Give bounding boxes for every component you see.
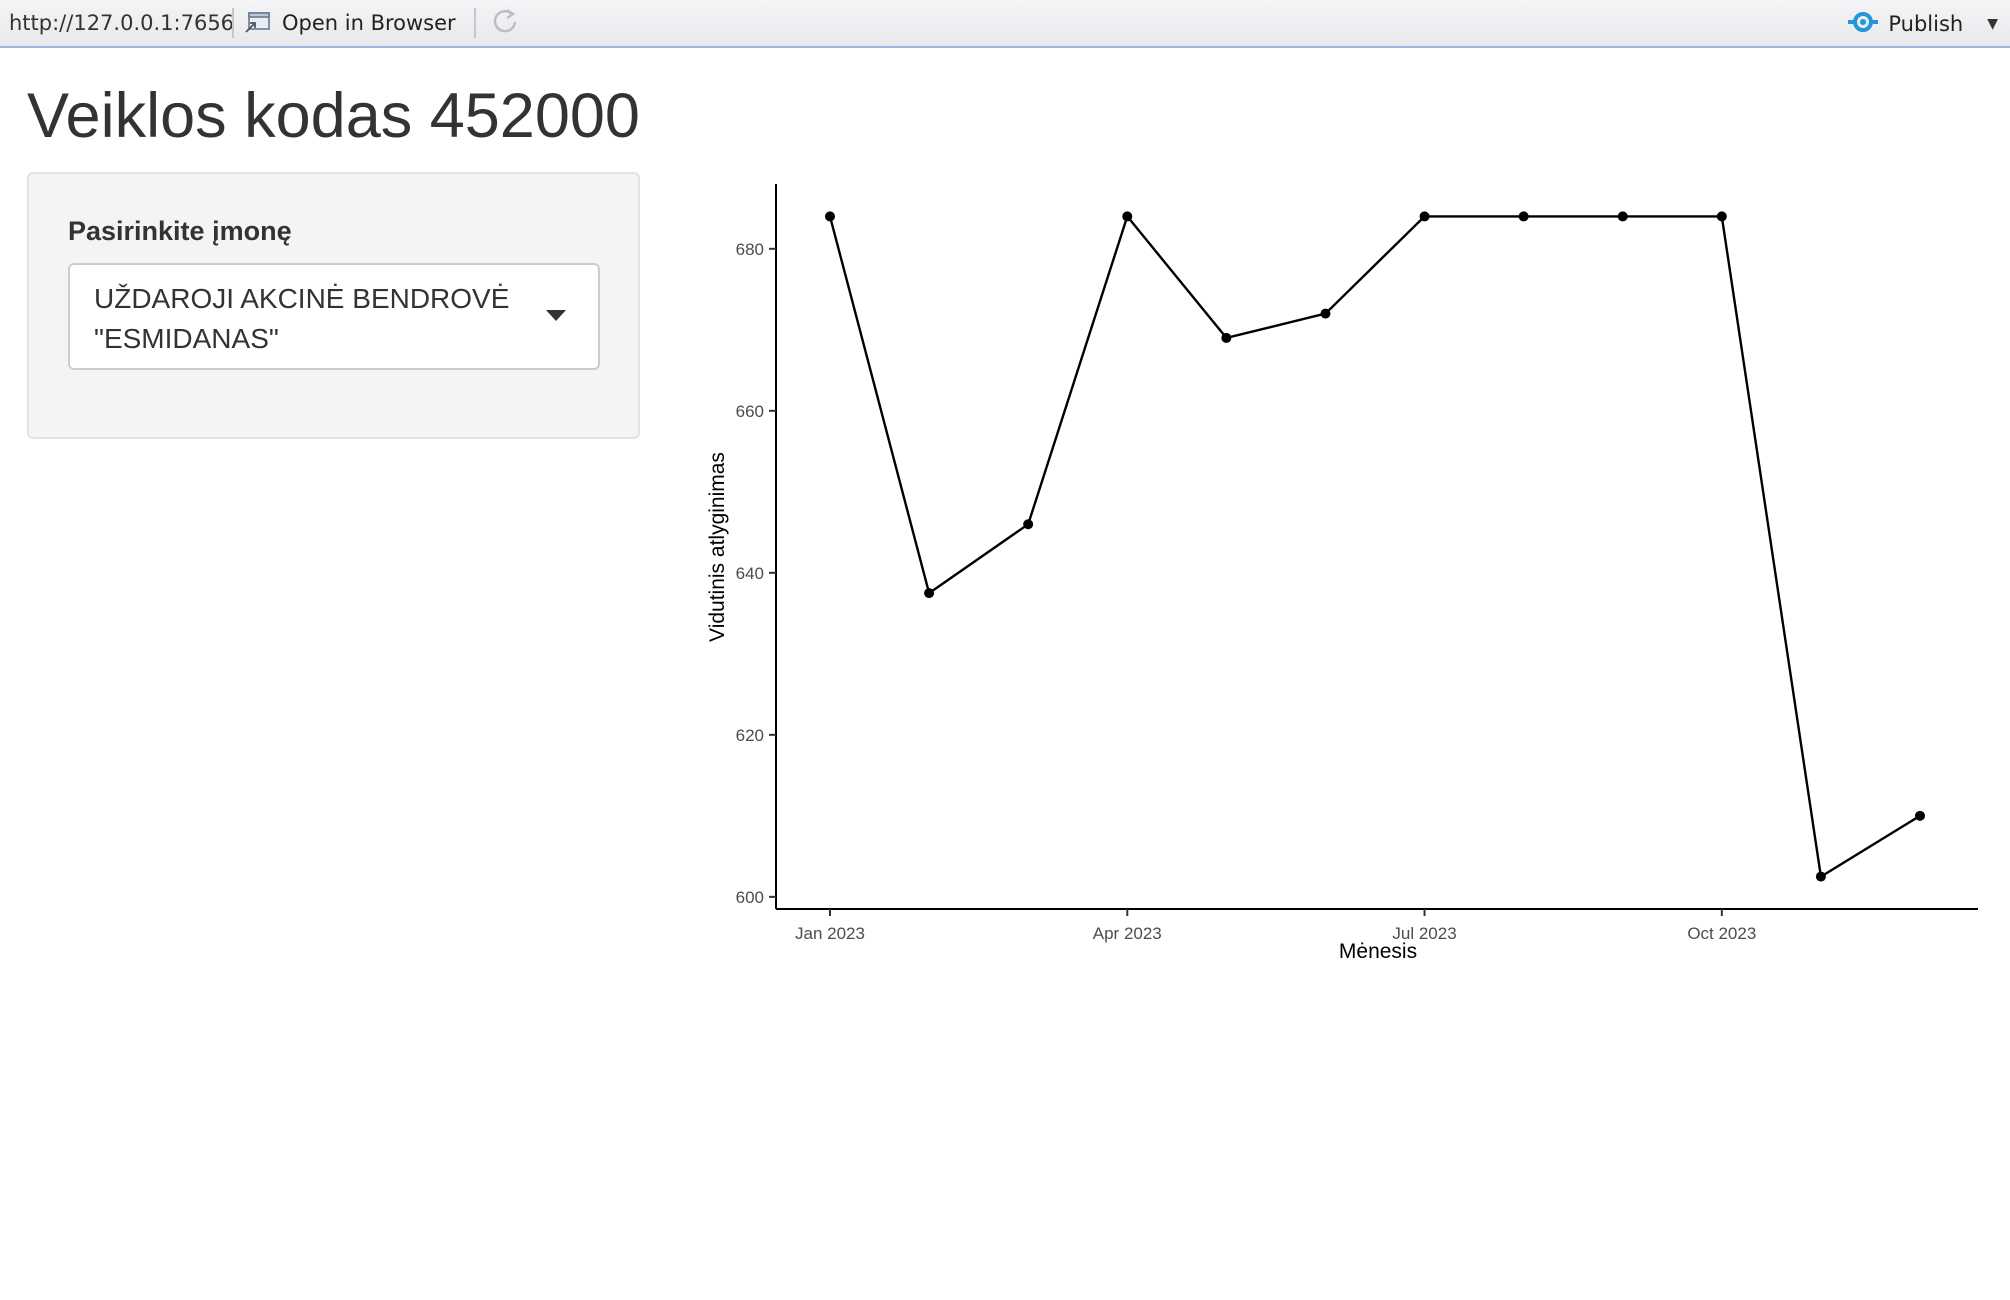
y-tick-label: 680 [736,240,764,259]
data-point [1221,332,1232,343]
y-axis-ticks: 600 620 640 660 680 [736,240,776,907]
y-axis-title: Vidutinis atlyginimas [706,452,729,642]
chevron-down-icon[interactable]: ▼ [1987,16,1998,32]
y-tick-label: 600 [736,888,764,907]
company-select[interactable]: UŽDAROJI AKCINĖ BENDROVĖ "ESMIDANAS" [68,263,600,370]
data-point [1419,211,1430,222]
x-axis-ticks: Jan 2023 Apr 2023 Jul 2023 Oct 2023 [795,909,1756,943]
data-point [1023,519,1034,530]
data-point [1122,211,1133,222]
data-point [825,211,835,222]
data-point [924,588,935,599]
toolbar-divider [473,8,476,38]
x-tick-label: Jan 2023 [795,924,865,943]
y-tick-label: 640 [736,564,764,583]
company-select-label: Pasirinkite įmonę [68,216,292,246]
y-tick-label: 620 [736,726,764,745]
series-line [828,213,1921,879]
data-point [1716,211,1727,222]
data-point [1617,211,1628,222]
page-title: Veiklos kodas 452000 [27,81,640,151]
dropdown-caret-icon[interactable] [546,310,566,321]
x-tick-label: Apr 2023 [1093,924,1162,943]
refresh-icon [490,6,520,41]
url-display: http://127.0.0.1:7656 [9,11,235,35]
toolbar-divider [232,8,234,38]
company-select-value: UŽDAROJI AKCINĖ BENDROVĖ "ESMIDANAS" [94,283,510,354]
open-in-browser-button[interactable]: Open in Browser [244,11,456,35]
data-point [1815,871,1826,882]
refresh-button[interactable] [490,6,520,41]
salary-line-chart: 600 620 640 660 680 Jan 2023 Apr 2023 Jul 2023… [706,184,1978,963]
x-tick-label: Jul 2023 [1392,924,1456,943]
y-tick-label: 660 [736,402,764,421]
data-point [1518,211,1529,222]
publish-button[interactable]: Publish ▼ [1846,0,1998,48]
open-in-browser-icon [244,11,272,35]
series-points [825,211,1925,882]
open-in-browser-label: Open in Browser [282,11,456,35]
publish-label: Publish [1888,12,1964,36]
data-point [1320,308,1331,319]
x-tick-label: Oct 2023 [1687,924,1756,943]
sidebar-panel: Pasirinkite įmonę UŽDAROJI AKCINĖ BENDRO… [27,172,640,439]
x-axis-title: Mėnesis [1339,940,1417,963]
viewer-toolbar: http://127.0.0.1:7656 Open in Browser [0,0,2010,48]
publish-icon [1846,8,1880,41]
data-point [1915,810,1925,821]
